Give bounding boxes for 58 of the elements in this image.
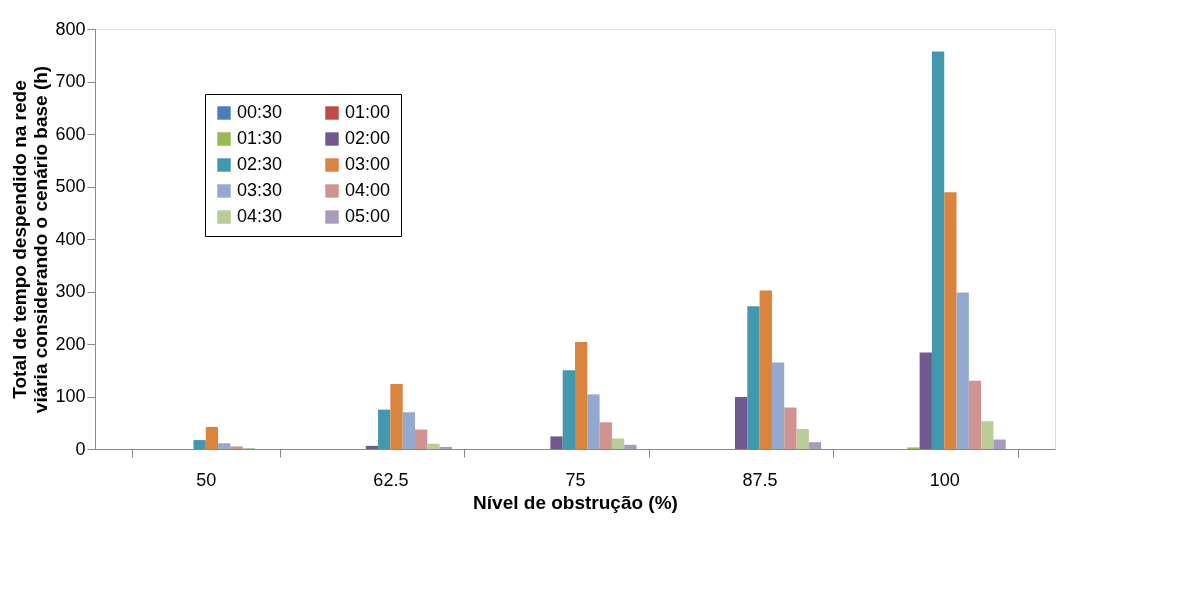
legend-label: 02:00 — [345, 128, 391, 148]
y-tick-label: 600 — [55, 123, 86, 144]
legend-label: 01:00 — [345, 102, 391, 122]
y-tick-label: 500 — [55, 176, 86, 196]
bar — [968, 380, 982, 449]
bar — [390, 383, 403, 449]
y-axis-title: Total de tempo despendido na rede viária considerando o cenário base (h) — [9, 65, 52, 414]
bar — [611, 438, 625, 449]
bar — [193, 440, 206, 449]
y-tick-label: 800 — [55, 18, 86, 39]
bar — [808, 442, 822, 449]
legend-label: 03:00 — [345, 154, 391, 174]
y-tick-label: 400 — [55, 228, 86, 249]
y-tick-label: 300 — [55, 281, 86, 301]
bar — [439, 446, 452, 449]
bar — [230, 446, 243, 449]
bar — [784, 407, 797, 449]
bar — [624, 444, 637, 449]
bar — [427, 443, 440, 449]
x-tick-label: 87.5 — [742, 469, 778, 490]
bar — [993, 439, 1006, 449]
bar — [796, 429, 809, 449]
bar — [550, 436, 563, 449]
x-tick-label: 100 — [929, 469, 960, 490]
x-axis-title: Nível de obstrução (%) — [473, 491, 678, 513]
legend-label: 04:00 — [345, 180, 391, 200]
bar — [931, 51, 945, 449]
bar — [402, 412, 415, 449]
legend-label: 01:30 — [237, 128, 283, 148]
bar — [378, 409, 391, 449]
legend-label: 02:30 — [237, 154, 283, 174]
bar — [759, 290, 772, 449]
y-tick-label: 700 — [55, 71, 86, 91]
bar — [747, 306, 760, 449]
bar — [562, 370, 575, 449]
bar — [956, 292, 969, 449]
bar — [919, 352, 932, 449]
bar — [205, 426, 219, 449]
bar — [771, 362, 785, 449]
bar — [599, 422, 612, 449]
bar — [587, 394, 600, 449]
bar — [735, 397, 748, 449]
y-tick-label: 0 — [75, 438, 86, 459]
bar — [981, 421, 994, 449]
legend-label: 03:30 — [237, 180, 283, 200]
x-tick-label: 62.5 — [373, 469, 409, 490]
y-tick-label: 100 — [55, 386, 86, 406]
bar — [575, 341, 588, 449]
legend-label: 00:30 — [237, 102, 283, 122]
legend-label: 04:30 — [237, 206, 283, 226]
bar — [218, 443, 231, 449]
bar — [365, 445, 379, 449]
y-tick-label: 200 — [55, 333, 86, 354]
bar — [415, 429, 428, 449]
x-tick-label: 50 — [196, 469, 217, 490]
x-tick-label: 75 — [565, 469, 586, 490]
legend-label: 05:00 — [345, 206, 391, 226]
bar — [944, 192, 957, 449]
